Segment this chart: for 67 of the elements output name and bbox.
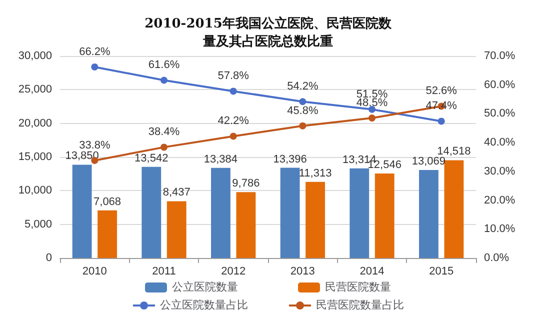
bar [98,210,117,258]
x-tick-label: 2015 [429,266,454,278]
chart-title: 2010-2015年我国公立医院、民营医院数量及其占医院总数比重 [144,16,392,50]
y2-tick-label: 40.0% [484,136,516,149]
point [299,98,306,106]
y-tick-label: 0 [46,252,52,264]
data-label: 48.5% [356,97,388,110]
bar [419,170,438,258]
y-tick-label: 15,000 [18,151,52,163]
point [230,88,237,95]
point [299,122,306,130]
y2-tick-label: 50.0% [484,108,516,120]
data-label: 13,542 [134,152,168,164]
data-label: 13,384 [204,153,238,166]
data-label: 38.4% [148,126,180,138]
data-label: 57.8% [218,70,250,82]
legend-label: 民营医院数量 [325,280,391,294]
legend-label: 公立医院数量占比 [160,298,248,312]
data-label: 42.2% [218,115,250,128]
point [230,132,237,140]
data-label: 11,313 [298,167,332,180]
y-tick-label: 10,000 [18,184,52,197]
bar [211,168,230,258]
bar [306,182,325,258]
y-tick-label: 25,000 [18,84,52,96]
point [438,118,445,125]
y-tick-label: 30,000 [18,50,52,62]
data-label: 8,437 [162,186,190,199]
y2-tick-label: 20.0% [484,194,516,206]
data-label: 13,396 [273,153,307,166]
x-tick-label: 2014 [360,266,384,278]
bar [166,201,186,258]
data-label: 45.8% [287,104,318,117]
bar [374,174,394,258]
bar [280,168,300,258]
y2-tick-label: 60.0% [484,78,516,91]
data-label: 54.2% [287,80,318,93]
data-label: 9,786 [232,178,260,190]
y2-tick-label: 70.0% [484,50,516,62]
x-tick-label: 2013 [290,266,315,278]
point [368,114,376,122]
x-tick-label: 2012 [221,266,246,278]
legend-label: 公立医院数量 [172,280,238,294]
point [91,63,98,70]
y-tick-label: 20,000 [18,117,52,130]
y2-tick-label: 30.0% [484,165,516,178]
point [160,76,168,84]
data-label: 7,068 [94,196,122,208]
data-label: 61.6% [148,59,180,72]
bar [350,168,370,258]
bar [142,166,162,258]
legend-label: 民营医院数量占比 [316,298,404,312]
y2-tick-label: 10.0% [484,223,516,236]
data-label: 66.2% [79,46,110,58]
data-label: 33.8% [79,139,110,152]
y2-tick-label: 0.0% [484,252,510,264]
x-tick-label: 2010 [82,266,107,278]
point [160,144,168,151]
bar [236,192,256,258]
bar [72,164,92,258]
bar [444,160,464,258]
y-tick-label: 5,000 [24,218,52,230]
data-label: 13,069 [412,156,446,168]
data-label: 52.6% [426,85,458,98]
x-tick-label: 2011 [152,266,176,278]
data-label: 13,850 [65,150,99,162]
data-label: 14,518 [437,146,471,158]
